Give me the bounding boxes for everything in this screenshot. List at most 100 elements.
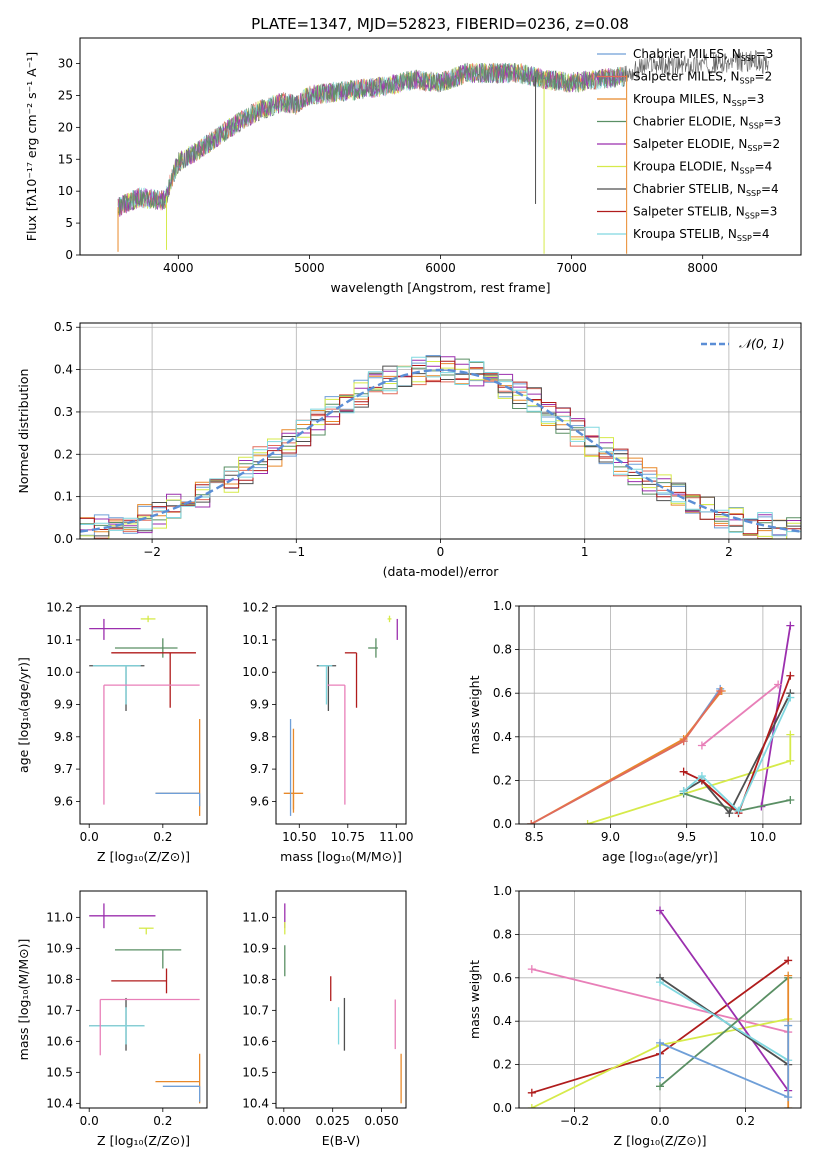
y-tick-label: 0.2	[493, 773, 512, 787]
y-tick-label: 0	[65, 248, 73, 262]
y-tick-label: 10.7	[242, 1003, 269, 1017]
y-tick-label: 25	[58, 88, 73, 102]
x-axis-label: mass [log₁₀(M/M⊙)]	[280, 849, 402, 864]
y-tick-label: 0.8	[493, 643, 512, 657]
x-tick-label: 0.2	[153, 1114, 172, 1128]
y-tick-label: 10.1	[242, 633, 269, 647]
weight-marker	[656, 1082, 664, 1091]
weight-line	[530, 690, 721, 824]
spectrum-line	[117, 63, 625, 217]
x-tick-label: 8000	[687, 261, 718, 275]
x-tick-label: −0.2	[560, 1114, 589, 1128]
axes-frame	[79, 890, 208, 1109]
y-tick-label: 0.8	[493, 927, 512, 941]
x-tick-label: 9.5	[677, 830, 696, 844]
weight-line	[683, 692, 792, 815]
y-tick-label: 10.4	[242, 1096, 269, 1110]
y-tick-label: 10.8	[46, 972, 73, 986]
x-tick-label: 7000	[556, 261, 587, 275]
age-vs-Z-plot	[89, 615, 201, 816]
weight-marker	[784, 956, 793, 965]
x-tick-label: −2	[143, 545, 161, 559]
y-tick-label: 10.4	[46, 1096, 73, 1110]
axes-frame	[518, 890, 802, 1109]
y-tick-label: 10.6	[242, 1034, 269, 1048]
weight-line	[659, 977, 789, 1087]
legend-label: Kroupa STELIB, NSSP=4	[633, 227, 770, 243]
y-tick-label: 10	[58, 184, 73, 198]
x-axis-label: age [log₁₀(age/yr)]	[602, 849, 718, 864]
spectrum-panel: 4000 5000 6000 7000 8000 0 5 10 15 20 25 30 waveleng…	[24, 37, 802, 295]
y-tick-label: 10.8	[242, 972, 269, 986]
x-tick-label: 5000	[294, 261, 325, 275]
age-vs-mass-plot	[283, 615, 398, 816]
y-tick-label: 10.2	[242, 601, 269, 615]
weight-marker	[734, 806, 743, 815]
x-axis-label: wavelength [Angstrom, rest frame]	[330, 280, 550, 295]
y-tick-label: 0.4	[54, 363, 73, 377]
x-tick-label: 0.2	[153, 830, 172, 844]
weight-line	[531, 968, 789, 1033]
x-axis-label: Z [log₁₀(Z/Z⊙)]	[614, 1133, 707, 1148]
x-axis-label: Z [log₁₀(Z/Z⊙)]	[97, 1133, 190, 1148]
y-tick-label: 9.8	[54, 730, 73, 744]
weight-vs-Z-plot	[527, 906, 793, 1108]
y-tick-label: 9.6	[54, 794, 73, 808]
axes-frame	[275, 890, 407, 1109]
y-tick-label: 10.5	[242, 1065, 269, 1079]
y-tick-label: 20	[58, 120, 73, 134]
x-tick-label: 0	[437, 545, 445, 559]
x-tick-label: 10.0	[750, 830, 777, 844]
x-tick-label: 0.050	[364, 1114, 398, 1128]
y-tick-label: 0.3	[54, 405, 73, 419]
y-tick-label: 10.2	[46, 601, 73, 615]
legend-label: Chabrier ELODIE, NSSP=3	[633, 115, 781, 131]
x-tick-label: 8.5	[525, 830, 544, 844]
legend-label: Salpeter STELIB, NSSP=3	[633, 205, 777, 221]
y-axis-label: age [log₁₀(age/yr)]	[16, 657, 31, 773]
y-tick-label: 9.9	[250, 698, 269, 712]
x-tick-label: 1	[581, 545, 589, 559]
x-tick-label: 2	[725, 545, 733, 559]
weight-line	[530, 688, 721, 824]
x-tick-label: 0.0	[80, 1114, 99, 1128]
x-tick-label: 0.2	[736, 1114, 755, 1128]
x-axis-label: E(B-V)	[322, 1133, 361, 1148]
weight-vs-age-plot	[527, 621, 795, 824]
age-vs-mass-panel: 10.50 10.75 11.00 9.6 9.7 9.8 9.9 10.0 10.1 10.2 m…	[242, 601, 413, 864]
weight-marker	[784, 1021, 793, 1030]
weight-marker	[786, 796, 795, 805]
weight-line	[701, 683, 779, 747]
weight-marker	[697, 772, 706, 781]
weight-line	[683, 697, 792, 813]
weight-line	[659, 1025, 790, 1099]
y-tick-label: 10.5	[46, 1065, 73, 1079]
histogram-series	[80, 356, 801, 539]
legend-label: Chabrier STELIB, NSSP=4	[633, 182, 779, 198]
x-tick-label: −1	[287, 545, 305, 559]
age-vs-Z-panel: 0.0 0.2 9.6 9.7 9.8 9.9 10.0 10.1 10.2 Z [log₁₀(Z…	[16, 601, 208, 864]
residuals-panel: −2 −1 0 1 2 0.0 0.1 0.2 0.3 0.4 0.5 (data-model)/er…	[16, 320, 802, 579]
y-tick-label: 0.4	[493, 730, 512, 744]
y-tick-label: 10.9	[242, 941, 269, 955]
weight-marker	[697, 741, 706, 750]
y-tick-label: 15	[58, 152, 73, 166]
weight-line	[659, 909, 789, 1092]
weight-marker	[656, 1038, 664, 1047]
y-tick-label: 5	[65, 216, 73, 230]
x-tick-label: 0.0	[80, 830, 99, 844]
weight-marker	[527, 1088, 536, 1097]
weight-marker	[786, 671, 795, 680]
spectrum-plot	[117, 50, 769, 254]
axes-frame	[79, 322, 802, 540]
y-tick-label: 9.7	[54, 762, 73, 776]
y-tick-label: 11.0	[242, 910, 269, 924]
mass-vs-EBV-panel: 0.000 0.025 0.050 10.4 10.5 10.6 10.7 10.8 10.9 1…	[242, 890, 407, 1148]
weight-line	[530, 690, 723, 824]
weight-marker	[527, 820, 536, 824]
x-tick-label: 11.00	[379, 830, 413, 844]
y-tick-label: 9.6	[250, 794, 269, 808]
mass-vs-EBV-plot	[284, 903, 402, 1104]
x-tick-label: 0.025	[316, 1114, 350, 1128]
y-tick-label: 0.4	[493, 1014, 512, 1028]
